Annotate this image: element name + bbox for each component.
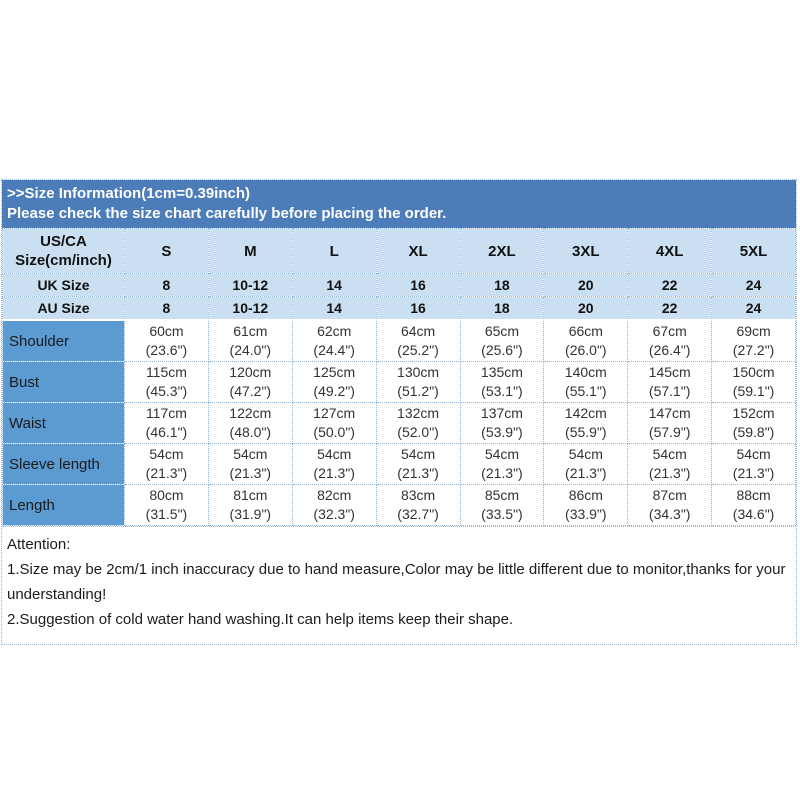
size-information-panel: >>Size Information(1cm=0.39inch) Please … — [1, 179, 797, 645]
measurement-row-bust: Bust 115cm (45.3") 120cm (47.2") 125cm (49.… — [2, 361, 796, 403]
au-size-row: AU Size 8 10-12 14 16 18 20 22 24 — [2, 296, 796, 321]
size-chart-table: US/CA Size(cm/inch) S M L XL 2XL 3XL 4XL… — [2, 228, 796, 526]
measurement-cell: 147cm (57.9") — [627, 402, 713, 444]
au-size-cell: 8 — [124, 296, 209, 321]
measurement-cell: 62cm (24.4") — [291, 319, 377, 362]
uk-size-row: UK Size 8 10-12 14 16 18 20 22 24 — [2, 273, 796, 297]
measurement-cell: 54cm (21.3") — [124, 443, 209, 485]
measurement-cell: 54cm (21.3") — [711, 443, 796, 485]
au-size-cell: 24 — [711, 296, 796, 321]
size-col-header-2xl: 2XL — [459, 228, 545, 274]
measurement-cell: 130cm (51.2") — [375, 361, 461, 403]
measurement-cell: 85cm (33.5") — [459, 484, 545, 526]
measurement-cell: 115cm (45.3") — [124, 361, 209, 403]
measurement-cell: 54cm (21.3") — [543, 443, 629, 485]
measurement-cell: 54cm (21.3") — [459, 443, 545, 485]
measurement-cell: 137cm (53.9") — [459, 402, 545, 444]
banner-subtitle: Please check the size chart carefully be… — [7, 205, 447, 222]
measurement-cell: 120cm (47.2") — [207, 361, 293, 403]
measurement-cell: 140cm (55.1") — [543, 361, 629, 403]
measurement-cell: 64cm (25.2") — [375, 319, 461, 362]
corner-line2: Size(cm/inch) — [15, 252, 112, 269]
uk-size-cell: 16 — [375, 273, 461, 297]
measurement-cell: 145cm (57.1") — [627, 361, 713, 403]
size-col-header-5xl: 5XL — [711, 228, 796, 274]
measurement-cell: 65cm (25.6") — [459, 319, 545, 362]
au-size-cell: 18 — [459, 296, 545, 321]
measurement-cell: 127cm (50.0") — [291, 402, 377, 444]
measurement-row-length: Length 80cm (31.5") 81cm (31.9") 82cm (32.3… — [2, 484, 796, 526]
size-col-header-m: M — [207, 228, 293, 274]
measurement-cell: 82cm (32.3") — [291, 484, 377, 526]
corner-header-cell: US/CA Size(cm/inch) — [2, 228, 125, 274]
au-size-cell: 10-12 — [207, 296, 293, 321]
measurement-cell: 54cm (21.3") — [627, 443, 713, 485]
size-col-header-s: S — [124, 228, 209, 274]
attention-line-1: 1.Size may be 2cm/1 inch inaccuracy due … — [7, 561, 786, 603]
measurement-cell: 67cm (26.4") — [627, 319, 713, 362]
measurement-cell: 122cm (48.0") — [207, 402, 293, 444]
measurement-label: Sleeve length — [2, 443, 125, 485]
measurement-row-shoulder: Shoulder 60cm (23.6") 61cm (24.0") 62cm (24… — [2, 319, 796, 362]
attention-line-2: 2.Suggestion of cold water hand washing.… — [7, 611, 514, 628]
measurement-cell: 88cm (34.6") — [711, 484, 796, 526]
uk-size-cell: 24 — [711, 273, 796, 297]
measurement-cell: 60cm (23.6") — [124, 319, 209, 362]
measurement-label: Shoulder — [2, 319, 125, 362]
au-size-label: AU Size — [2, 296, 125, 321]
measurement-cell: 69cm (27.2") — [711, 319, 796, 362]
size-col-header-l: L — [291, 228, 377, 274]
size-col-header-3xl: 3XL — [543, 228, 629, 274]
measurement-label: Bust — [2, 361, 125, 403]
attention-section: Attention: 1.Size may be 2cm/1 inch inac… — [2, 526, 796, 644]
uk-size-label: UK Size — [2, 273, 125, 297]
measurement-cell: 125cm (49.2") — [291, 361, 377, 403]
corner-line1: US/CA — [40, 233, 87, 250]
au-size-cell: 22 — [627, 296, 713, 321]
au-size-cell: 14 — [291, 296, 377, 321]
measurement-cell: 66cm (26.0") — [543, 319, 629, 362]
au-size-cell: 16 — [375, 296, 461, 321]
banner-title: >>Size Information(1cm=0.39inch) — [7, 185, 250, 202]
measurement-cell: 83cm (32.7") — [375, 484, 461, 526]
measurement-cell: 54cm (21.3") — [291, 443, 377, 485]
size-col-header-xl: XL — [375, 228, 461, 274]
uk-size-cell: 22 — [627, 273, 713, 297]
uk-size-cell: 10-12 — [207, 273, 293, 297]
measurement-cell: 117cm (46.1") — [124, 402, 209, 444]
size-info-banner: >>Size Information(1cm=0.39inch) Please … — [2, 180, 796, 228]
measurement-cell: 86cm (33.9") — [543, 484, 629, 526]
measurement-row-sleeve-length: Sleeve length 54cm (21.3") 54cm (21.3") 54… — [2, 443, 796, 485]
measurement-cell: 54cm (21.3") — [207, 443, 293, 485]
measurement-cell: 142cm (55.9") — [543, 402, 629, 444]
measurement-cell: 150cm (59.1") — [711, 361, 796, 403]
uk-size-cell: 18 — [459, 273, 545, 297]
measurement-row-waist: Waist 117cm (46.1") 122cm (48.0") 127cm (50… — [2, 402, 796, 444]
measurement-cell: 61cm (24.0") — [207, 319, 293, 362]
measurement-label: Waist — [2, 402, 125, 444]
measurement-cell: 152cm (59.8") — [711, 402, 796, 444]
au-size-cell: 20 — [543, 296, 629, 321]
uk-size-cell: 8 — [124, 273, 209, 297]
measurement-cell: 87cm (34.3") — [627, 484, 713, 526]
uk-size-cell: 14 — [291, 273, 377, 297]
attention-title: Attention: — [7, 536, 71, 553]
measurement-cell: 80cm (31.5") — [124, 484, 209, 526]
measurement-label: Length — [2, 484, 125, 526]
measurement-cell: 81cm (31.9") — [207, 484, 293, 526]
measurement-cell: 54cm (21.3") — [375, 443, 461, 485]
size-header-row: US/CA Size(cm/inch) S M L XL 2XL 3XL 4XL… — [2, 228, 796, 274]
measurement-cell: 132cm (52.0") — [375, 402, 461, 444]
measurement-cell: 135cm (53.1") — [459, 361, 545, 403]
size-col-header-4xl: 4XL — [627, 228, 713, 274]
uk-size-cell: 20 — [543, 273, 629, 297]
